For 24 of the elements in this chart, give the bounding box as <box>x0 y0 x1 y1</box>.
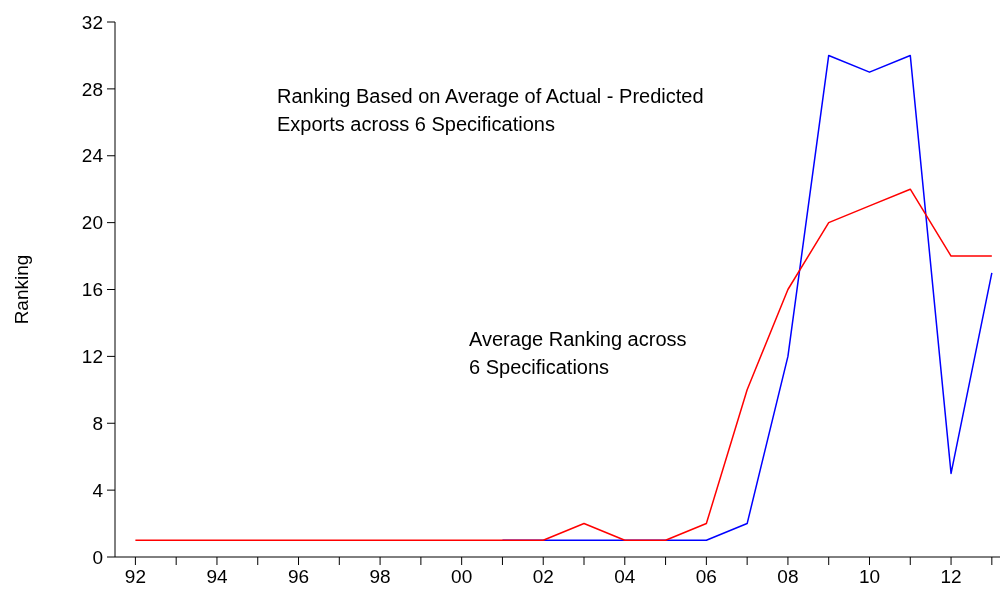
y-tick-label: 20 <box>81 212 103 234</box>
y-tick-label: 32 <box>81 11 103 33</box>
x-tick-label: 04 <box>614 566 636 587</box>
x-tick-label: 06 <box>695 566 717 587</box>
x-tick-label: 92 <box>124 566 146 587</box>
annotation: Average Ranking across 6 Specifications <box>469 328 687 378</box>
y-axis-title: Ranking <box>11 254 32 325</box>
x-tick-label: 98 <box>369 566 391 587</box>
x-tick-label: 94 <box>206 566 228 587</box>
y-tick-label: 8 <box>92 412 103 434</box>
x-tick-label: 12 <box>940 566 962 587</box>
line-series <box>134 188 993 542</box>
x-tick-label: 08 <box>777 566 799 587</box>
x-tick-label: 02 <box>532 566 554 587</box>
x-tick-label: 00 <box>451 566 473 587</box>
y-tick-label: 24 <box>81 145 104 167</box>
annotation: Ranking Based on Average of Actual - Predicted Exports across 6 Specifications <box>277 85 704 135</box>
x-tick-label: 10 <box>858 566 881 587</box>
y-tick-label: 28 <box>81 78 103 100</box>
y-tick-label: 12 <box>81 346 103 368</box>
y-tick-label: 16 <box>81 279 103 301</box>
x-tick-label: 96 <box>287 566 310 587</box>
y-tick-label: 4 <box>92 479 104 501</box>
y-tick-label: 0 <box>92 546 103 568</box>
